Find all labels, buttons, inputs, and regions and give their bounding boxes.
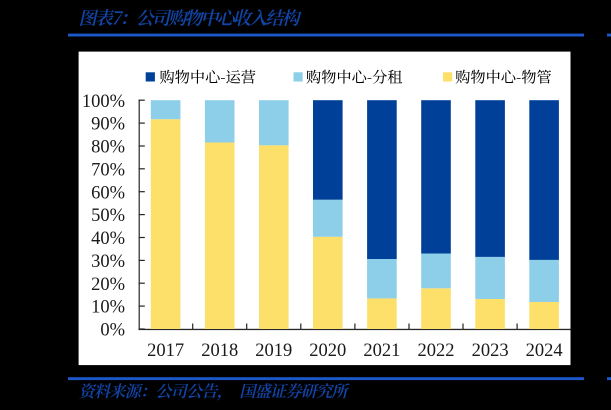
svg-text:2019: 2019: [255, 341, 292, 361]
svg-text:2017: 2017: [147, 341, 184, 361]
svg-text:2023: 2023: [472, 341, 509, 361]
svg-text:30%: 30%: [91, 252, 125, 272]
svg-text:90%: 90%: [91, 115, 125, 135]
svg-text:10%: 10%: [91, 298, 125, 318]
svg-text:2020: 2020: [309, 341, 346, 361]
svg-text:60%: 60%: [91, 183, 125, 203]
svg-text:70%: 70%: [91, 160, 125, 180]
svg-text:100%: 100%: [82, 92, 125, 112]
svg-text:0%: 0%: [100, 321, 125, 341]
svg-text:80%: 80%: [91, 138, 125, 158]
svg-text:2018: 2018: [201, 341, 238, 361]
svg-text:40%: 40%: [91, 229, 125, 249]
svg-text:50%: 50%: [91, 206, 125, 226]
svg-text:2022: 2022: [418, 341, 455, 361]
svg-text:2024: 2024: [526, 341, 563, 361]
svg-text:20%: 20%: [91, 275, 125, 295]
svg-text:2021: 2021: [363, 341, 400, 361]
